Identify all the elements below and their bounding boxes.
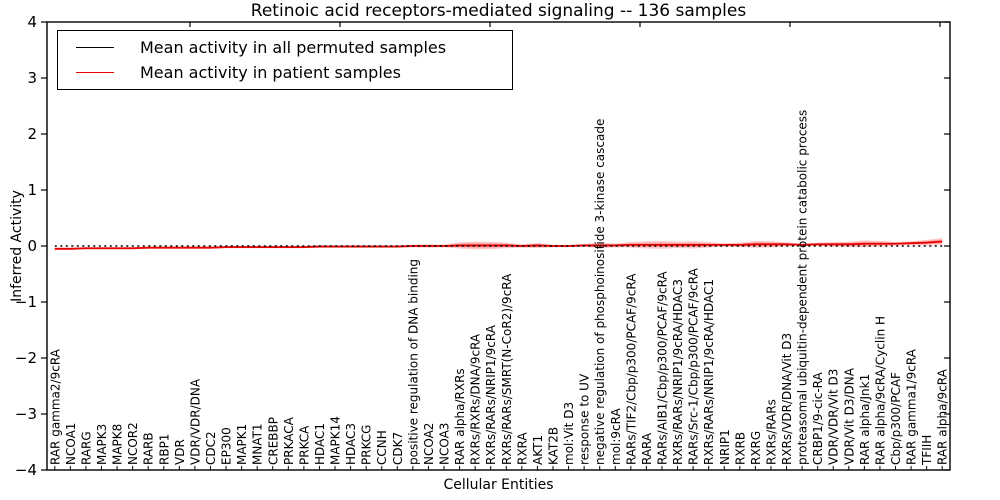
svg-text:−2: −2	[15, 349, 37, 367]
svg-text:proteasomal ubiquitin-dependen: proteasomal ubiquitin-dependent protein …	[796, 110, 810, 465]
svg-text:RAR alpha/RXRs: RAR alpha/RXRs	[453, 368, 467, 465]
patient-line-sample	[76, 72, 114, 73]
svg-text:RARs/Src-1/Cbp/p300/PCAF/9cRA: RARs/Src-1/Cbp/p300/PCAF/9cRA	[687, 267, 701, 465]
svg-text:AKT1: AKT1	[531, 435, 545, 465]
svg-text:RBP1: RBP1	[157, 434, 171, 465]
svg-text:1: 1	[27, 181, 37, 199]
svg-text:positive regulation of DNA bin: positive regulation of DNA binding	[406, 259, 420, 465]
svg-text:RXRs/RARs/NRIP1/9cRA: RXRs/RARs/NRIP1/9cRA	[484, 324, 498, 465]
svg-text:MAPK3: MAPK3	[95, 424, 109, 465]
svg-text:PRKCA: PRKCA	[297, 425, 311, 465]
svg-text:RAR alpha/9cRA/Cyclin H: RAR alpha/9cRA/Cyclin H	[873, 316, 887, 465]
y-axis-label: Inferred Activity	[9, 190, 25, 302]
svg-text:CDC2: CDC2	[204, 431, 218, 465]
svg-text:2: 2	[27, 125, 37, 143]
svg-text:CDK7: CDK7	[391, 432, 405, 465]
svg-text:response to UV: response to UV	[578, 373, 592, 465]
svg-text:4: 4	[27, 13, 37, 31]
svg-text:NCOA1: NCOA1	[64, 423, 78, 465]
svg-text:RARB: RARB	[142, 432, 156, 465]
svg-text:−4: −4	[15, 461, 37, 479]
svg-text:RARs/AIB1/Cbp/p300/PCAF/9cRA: RARs/AIB1/Cbp/p300/PCAF/9cRA	[655, 271, 669, 465]
svg-text:HDAC1: HDAC1	[313, 423, 327, 465]
svg-text:−3: −3	[15, 405, 37, 423]
svg-text:HDAC3: HDAC3	[344, 423, 358, 465]
svg-text:MNAT1: MNAT1	[251, 423, 265, 465]
svg-text:EP300: EP300	[220, 427, 234, 465]
svg-text:RXRB: RXRB	[733, 432, 747, 465]
svg-text:RAR gamma1/9cRA: RAR gamma1/9cRA	[905, 348, 919, 465]
legend-row-patient: Mean activity in patient samples	[76, 61, 512, 85]
svg-text:PRKCG: PRKCG	[360, 425, 374, 465]
svg-text:VDR/Vit D3/DNA: VDR/Vit D3/DNA	[842, 367, 856, 465]
svg-text:negative regulation of phospho: negative regulation of phosphoinositide …	[593, 119, 607, 465]
svg-text:RAR alpha/Jnk1: RAR alpha/Jnk1	[858, 374, 872, 465]
permuted-line-sample	[76, 47, 114, 48]
svg-text:CRBP1/9-cic-RA: CRBP1/9-cic-RA	[811, 371, 825, 465]
svg-text:RXRs/RXRs/DNA/9cRA: RXRs/RXRs/DNA/9cRA	[469, 333, 483, 465]
svg-text:CREBBP: CREBBP	[266, 417, 280, 465]
svg-text:RXRs/RARs/SMRT(N-CoR2)/9cRA: RXRs/RARs/SMRT(N-CoR2)/9cRA	[500, 273, 514, 465]
svg-text:Cbp/p300/PCAF: Cbp/p300/PCAF	[889, 372, 903, 465]
svg-text:MAPK1: MAPK1	[235, 424, 249, 465]
svg-text:PRKACA: PRKACA	[282, 416, 296, 465]
legend-label-permuted: Mean activity in all permuted samples	[140, 38, 447, 57]
x-axis-label: Cellular Entities	[443, 477, 554, 493]
svg-text:RARA: RARA	[640, 432, 654, 465]
chart-title: Retinoic acid receptors-mediated signali…	[250, 1, 747, 21]
svg-text:RAR gamma2/9cRA: RAR gamma2/9cRA	[48, 348, 62, 465]
svg-text:KAT2B: KAT2B	[546, 427, 560, 465]
legend-label-patient: Mean activity in patient samples	[140, 63, 401, 82]
svg-text:RARs/TIF2/Cbp/p300/PCAF/9cRA: RARs/TIF2/Cbp/p300/PCAF/9cRA	[624, 273, 638, 465]
svg-text:RXRs/RARs/NRIP1/9cRA/HDAC3: RXRs/RARs/NRIP1/9cRA/HDAC3	[671, 279, 685, 465]
svg-text:NRIP1: NRIP1	[718, 429, 732, 465]
svg-text:NCOA2: NCOA2	[422, 423, 436, 465]
svg-text:RXRs/RARs: RXRs/RARs	[764, 399, 778, 465]
svg-text:NCOR2: NCOR2	[126, 422, 140, 465]
svg-text:RAR alpha/9cRA: RAR alpha/9cRA	[936, 368, 950, 465]
svg-text:TFIIH: TFIIH	[920, 435, 934, 466]
svg-text:VDR: VDR	[173, 439, 187, 465]
legend-row-permuted: Mean activity in all permuted samples	[76, 36, 512, 60]
svg-text:mol:Vit D3: mol:Vit D3	[562, 402, 576, 465]
svg-text:CCNH: CCNH	[375, 430, 389, 465]
legend: Mean activity in all permuted samples Me…	[57, 30, 513, 90]
svg-text:MAPK14: MAPK14	[329, 416, 343, 465]
svg-text:VDR/VDR/Vit D3: VDR/VDR/Vit D3	[827, 369, 841, 465]
svg-text:MAPK8: MAPK8	[111, 424, 125, 465]
svg-text:RARG: RARG	[79, 431, 93, 465]
svg-text:RXRA: RXRA	[515, 432, 529, 465]
svg-text:3: 3	[27, 69, 37, 87]
svg-text:VDR/VDR/DNA: VDR/VDR/DNA	[188, 378, 202, 465]
svg-text:0: 0	[27, 237, 37, 255]
svg-text:NCOA3: NCOA3	[438, 423, 452, 465]
svg-text:RXRs/RARs/NRIP1/9cRA/HDAC1: RXRs/RARs/NRIP1/9cRA/HDAC1	[702, 279, 716, 465]
svg-text:RXRs/VDR/DNA/Vit D3: RXRs/VDR/DNA/Vit D3	[780, 333, 794, 465]
svg-text:RXRG: RXRG	[749, 431, 763, 465]
svg-text:mol:9cRA: mol:9cRA	[609, 408, 623, 465]
svg-text:−1: −1	[15, 293, 37, 311]
